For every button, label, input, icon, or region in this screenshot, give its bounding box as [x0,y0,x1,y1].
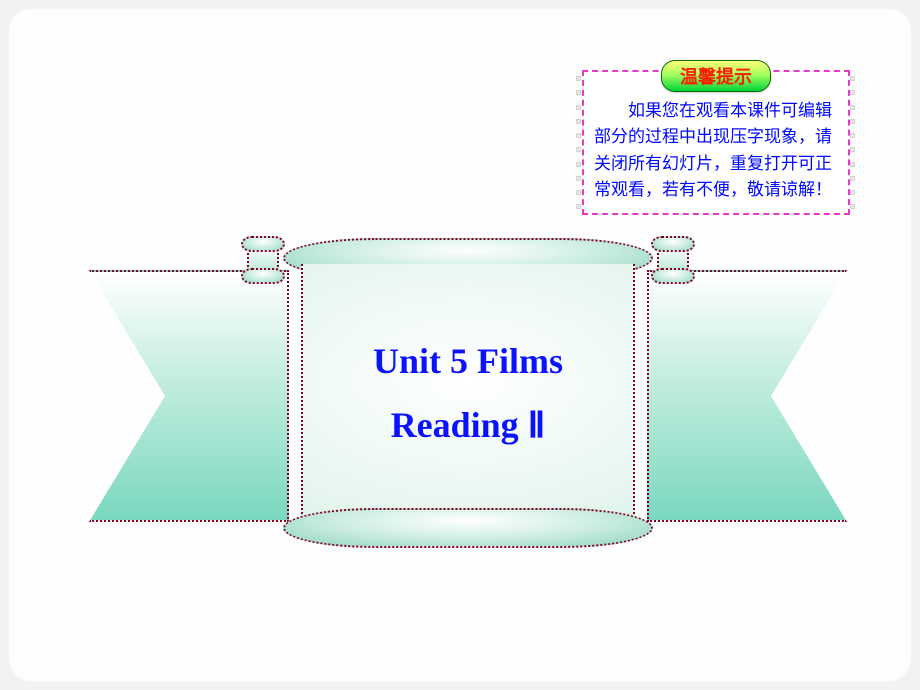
ribbon-right [647,270,847,522]
warning-right-dots [850,76,856,209]
scroll-cap-bottom [283,508,653,548]
warning-text: 如果您在观看本课件可编辑部分的过程中出现压字现象，请关闭所有幻灯片，重复打开可正… [594,98,838,203]
ribbon-left [89,270,289,522]
scroll-body: Unit 5 Films Reading Ⅱ [301,264,635,522]
warning-left-dots [576,76,582,209]
slide-surface: 温馨提示 如果您在观看本课件可编辑部分的过程中出现压字现象，请关闭所有幻灯片，重… [8,8,912,682]
scroll-panel: Unit 5 Films Reading Ⅱ [283,238,653,548]
title-line-1: Unit 5 Films [373,340,563,382]
scroll-knob-right [651,236,695,284]
scroll-knob-left [241,236,285,284]
warning-box: 温馨提示 如果您在观看本课件可编辑部分的过程中出现压字现象，请关闭所有幻灯片，重… [582,70,850,215]
title-line-2: Reading Ⅱ [391,404,546,446]
warning-pill: 温馨提示 [661,60,771,92]
title-banner: Unit 5 Films Reading Ⅱ [93,258,843,538]
